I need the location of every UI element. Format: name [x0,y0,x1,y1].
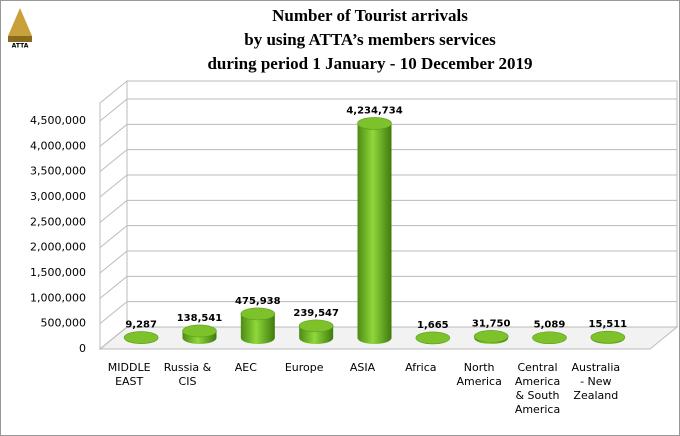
bar [240,313,275,344]
grid-line [99,123,677,147]
y-tick-label: 2,500,000 [30,215,86,228]
grid-line [99,98,677,122]
chart-title: by using ATTA’s members services [244,30,496,49]
x-tick-label: MIDDLE EAST [107,361,151,388]
x-tick-label: Australia - New Zealand [571,361,621,402]
y-tick-label: 3,500,000 [30,165,86,178]
grid-line [99,301,677,325]
bar-top [123,331,159,344]
value-label: 475,938 [235,296,281,307]
bar-top [240,307,276,321]
y-tick-label: 1,000,000 [30,291,86,304]
value-label: 239,547 [293,308,339,319]
value-label: 5,089 [534,320,566,331]
bar-top [415,331,451,345]
grid-line [99,250,677,274]
value-label: 15,511 [589,319,628,330]
chart-title: Number of Tourist arrivals [272,6,468,25]
x-tick-label: ASIA [349,361,376,374]
y-tick-label: 0 [79,342,86,355]
bar [357,123,392,344]
x-tick-label: AEC [234,361,257,374]
y-tick-label: 500,000 [41,317,87,330]
bar-top [357,117,392,130]
x-tick-label: Central America & South America [514,361,561,416]
grid-line [99,275,677,299]
bar-top [473,330,509,343]
bar-top [298,319,334,333]
x-tick-label: Africa [405,361,437,374]
y-tick-label: 2,000,000 [30,241,86,254]
value-label: 1,665 [417,320,449,331]
bar-top [590,330,626,344]
logo-text: ATTA [12,43,29,50]
value-label: 31,750 [472,318,511,329]
side-wall [99,79,128,351]
bar-top [532,331,567,345]
y-tick-label: 4,500,000 [30,114,86,127]
value-label: 9,287 [125,320,157,331]
y-tick-label: 4,000,000 [30,139,86,152]
grid-line [99,174,677,198]
chart-title: during period 1 January - 10 December 20… [207,54,532,73]
x-tick-label: Russia & CIS [163,361,212,388]
y-tick-label: 1,500,000 [30,266,86,279]
value-label: 4,234,734 [346,105,402,116]
bar-top [182,324,217,338]
x-tick-label: Europe [284,361,324,374]
value-label: 138,541 [177,313,223,324]
back-wall [126,80,678,327]
grid-line [99,225,677,249]
grid-line [99,149,677,173]
x-tick-label: North America [456,361,502,388]
y-tick-label: 3,000,000 [30,190,86,203]
logo: ATTA [8,8,32,50]
grid-line [99,199,677,223]
grid-line [99,326,677,350]
